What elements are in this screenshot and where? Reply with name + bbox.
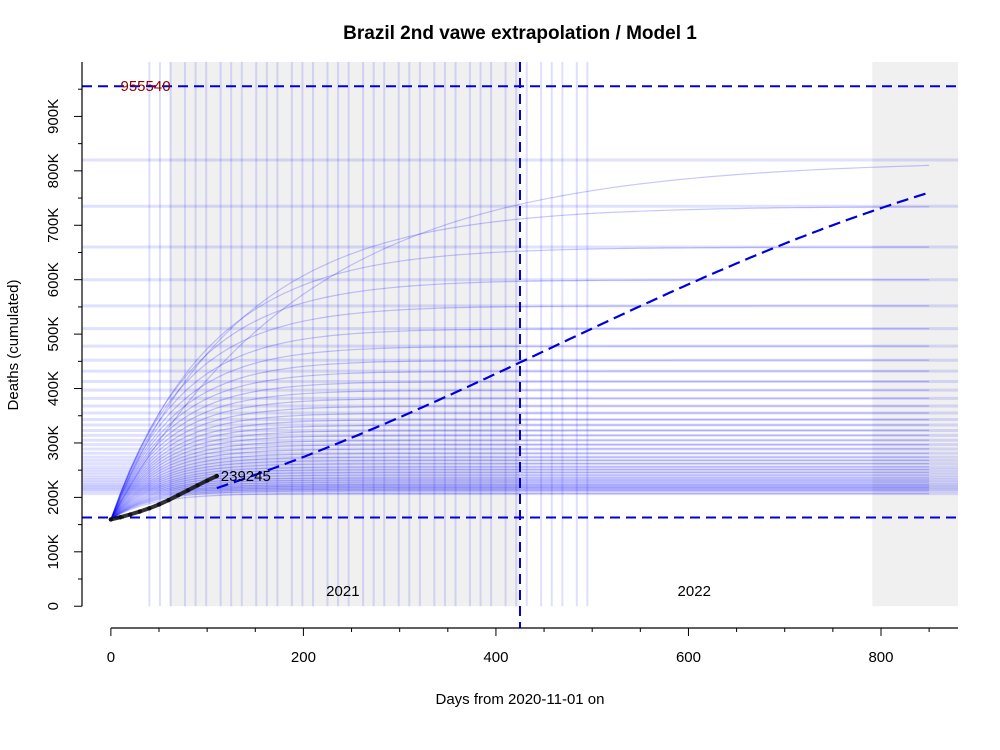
ensemble-curve [110,490,930,520]
x-tick-label: 0 [107,649,115,666]
ensemble-curve [110,328,930,520]
observed-point [127,512,133,517]
y-tick-label: 200K [45,480,62,515]
ensemble-curve [110,424,930,520]
ensemble-curve [110,439,930,520]
chart-title: Brazil 2nd vawe extrapolation / Model 1 [343,23,697,44]
ensemble-curve [110,444,930,520]
ensemble-curve [110,477,930,520]
ensemble-curve [110,279,930,520]
observed-point [185,488,191,493]
observed-point [108,517,114,522]
ensemble-curve [110,474,930,520]
year-label: 2021 [326,583,359,600]
ensemble-curve [110,246,930,520]
axes: 2021 2022 0 200 400 600 800 0 100K 200K 300K 400K 50… [45,62,958,666]
ensemble-curve [110,456,930,520]
reference-lines [82,62,958,628]
y-tick-label: 600K [45,262,62,297]
year-shade-1 [872,62,958,607]
observed-point [195,483,200,488]
observed-point [176,493,181,498]
ensemble-curve [110,493,930,520]
year-shading [169,62,958,607]
ensemble-curve [110,488,930,520]
model-extrapolation-line [216,191,930,490]
x-tick-label: 400 [483,649,508,666]
y-tick-label: 500K [45,317,62,352]
observed-point [118,515,123,520]
observed-point [137,509,142,514]
plateau-value-label: 955540 [121,78,171,95]
x-tick-label: 200 [291,649,316,666]
year-shade-0 [169,62,520,607]
observed-point [156,502,162,507]
ensemble-curve [110,164,930,520]
y-tick-label: 800K [45,153,62,188]
observed-point [147,506,152,511]
observed-point [214,473,219,479]
observed-last-value-label: 239245 [221,468,271,485]
observed-data [108,473,219,522]
ensemble-curve [110,471,930,520]
ensemble-curve [110,359,930,520]
x-tick-label: 600 [676,649,701,666]
ensemble-curve [110,206,930,520]
ensemble-curve [110,345,930,520]
y-tick-label: 0 [45,602,62,610]
ensemble-curve [110,459,930,520]
x-tick-label: 800 [868,649,893,666]
x-axis-label: Days from 2020-11-01 on [436,691,605,708]
observed-point [204,478,210,483]
y-tick-label: 300K [45,425,62,460]
y-tick-label: 700K [45,208,62,243]
y-tick-label: 900K [45,99,62,134]
year-label: 2022 [678,583,711,600]
model-curve [216,191,930,490]
y-tick-label: 400K [45,371,62,406]
y-tick-label: 100K [45,534,62,569]
ensemble-curve [110,412,930,520]
ensemble-curve [110,380,930,520]
y-axis-label: Deaths (cumulated) [5,280,22,411]
observed-point [166,497,171,503]
